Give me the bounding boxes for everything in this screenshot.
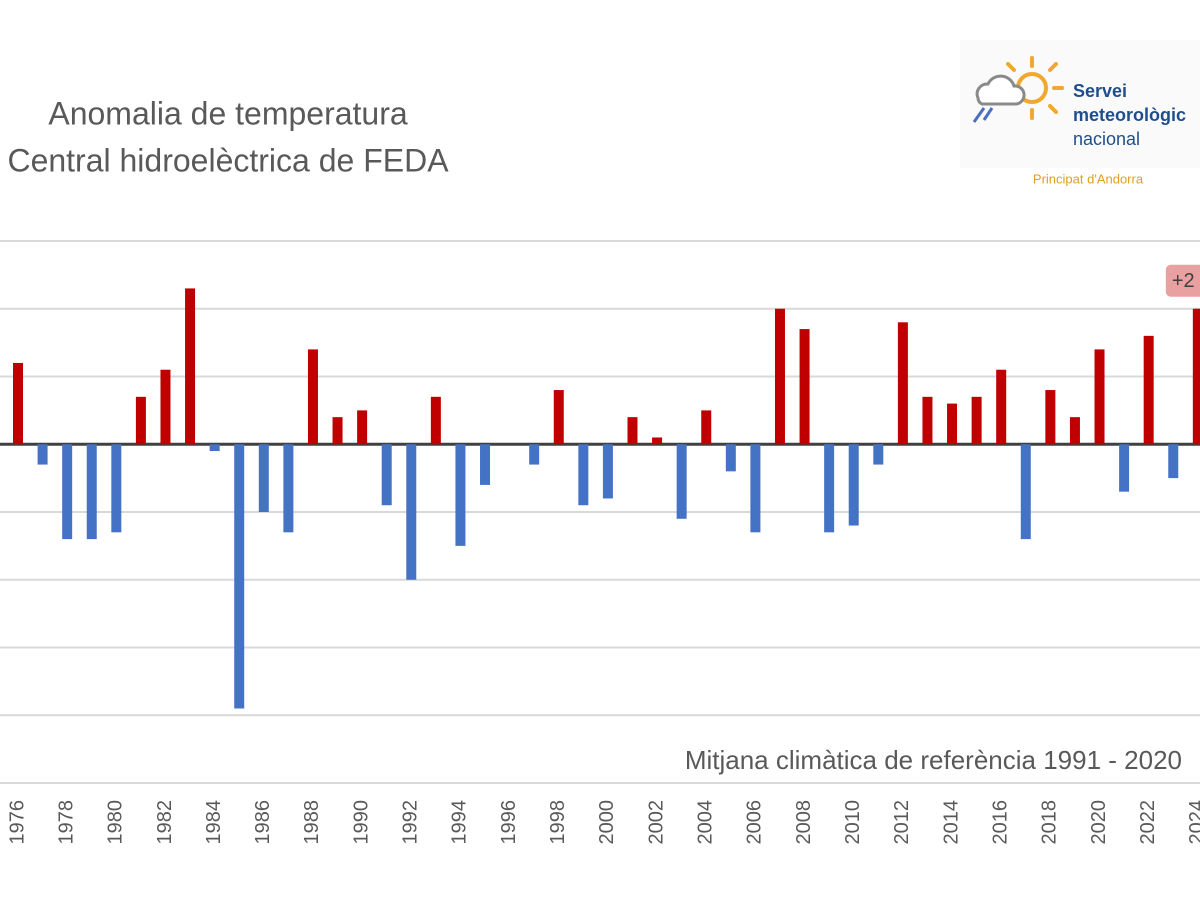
bar [824, 444, 835, 533]
bar [1168, 444, 1179, 479]
x-tick-label: 2004 [695, 800, 717, 845]
x-tick-label: 1996 [498, 800, 520, 845]
logo-text: nacional [1073, 129, 1140, 149]
bar [37, 444, 48, 465]
bar [234, 444, 245, 709]
bar [602, 444, 613, 499]
value-label: +2 [1172, 270, 1195, 292]
bar [209, 444, 220, 452]
bar [406, 444, 417, 580]
bar [307, 349, 318, 445]
bar [922, 396, 933, 445]
bar [947, 403, 958, 445]
annotation: Mitjana climàtica de referència 1991 - 2… [685, 745, 1182, 775]
bar [258, 444, 269, 512]
x-tick-label: 1992 [400, 800, 422, 845]
x-tick-label: 2018 [1039, 800, 1061, 845]
logo-subtitle: Principat d'Andorra [1033, 171, 1144, 186]
bar [185, 288, 196, 445]
bar [160, 369, 171, 445]
x-tick-label: 2014 [940, 800, 962, 845]
chart-title: Central hidroelèctrica de FEDA [7, 142, 449, 178]
bar [283, 444, 294, 533]
x-tick-label: 1994 [449, 800, 471, 845]
x-tick-label: 1980 [105, 800, 127, 845]
x-tick-label: 1978 [55, 800, 77, 845]
x-tick-label: 2010 [842, 800, 864, 845]
logo: Servei meteorològic nacional Principat d… [960, 40, 1200, 186]
x-tick-label: 2008 [793, 800, 815, 845]
value-label-box [1165, 264, 1200, 297]
bar [529, 444, 540, 465]
bar [1119, 444, 1130, 492]
bar [1020, 444, 1031, 540]
bar [1045, 390, 1056, 445]
x-tick-label: 1986 [252, 800, 274, 845]
bar [455, 444, 466, 546]
bar [701, 410, 712, 445]
x-tick-label: 1988 [301, 800, 323, 845]
bar [971, 396, 982, 445]
logo-rain [972, 107, 994, 123]
bar [332, 417, 343, 445]
bar [897, 322, 908, 445]
logo-text: Servei [1073, 81, 1127, 101]
bar [62, 444, 73, 540]
bar [578, 444, 589, 506]
bar [676, 444, 687, 519]
x-tick-label: 1984 [203, 800, 225, 845]
logo-text: meteorològic [1073, 105, 1186, 125]
bar [873, 444, 884, 465]
bar [553, 390, 564, 445]
bar [357, 410, 368, 445]
x-tick-label: 2002 [645, 800, 667, 845]
bar [1094, 349, 1105, 445]
x-tick-label: 2006 [744, 800, 766, 845]
x-tick-label: 1976 [6, 800, 28, 845]
x-tick-label: 2022 [1137, 800, 1159, 845]
x-tick-label: 2000 [596, 800, 618, 845]
x-tick-label: 1982 [154, 800, 176, 845]
bar [430, 396, 441, 445]
bar [135, 396, 146, 445]
x-tick-label: 2024 [1186, 800, 1200, 845]
x-tick-label: 1990 [350, 800, 372, 845]
bar [848, 444, 859, 526]
bar [86, 444, 97, 540]
bar [1192, 308, 1200, 445]
bar [480, 444, 491, 485]
chart-title: Anomalia de temperatura [48, 95, 408, 131]
plot: 1976 1978 1980 1982 1984 1986 1988 1990 1992 1994… [0, 240, 1200, 845]
bar [774, 308, 785, 445]
x-tick-label: 2020 [1088, 800, 1110, 845]
bar [750, 444, 761, 533]
bar [1069, 417, 1080, 445]
x-tick-label: 2012 [891, 800, 913, 845]
bar [13, 362, 23, 445]
x-tick-label: 2016 [989, 800, 1011, 845]
bar [111, 444, 122, 533]
x-tick-label: 1998 [547, 800, 569, 845]
logo-rays [1006, 56, 1064, 120]
bar [1143, 335, 1154, 445]
bar [725, 444, 736, 472]
bar [627, 417, 638, 445]
bar [381, 444, 392, 506]
bar [652, 437, 663, 445]
logo-cloud [975, 74, 1026, 106]
bar [799, 329, 810, 445]
bar [996, 369, 1007, 445]
